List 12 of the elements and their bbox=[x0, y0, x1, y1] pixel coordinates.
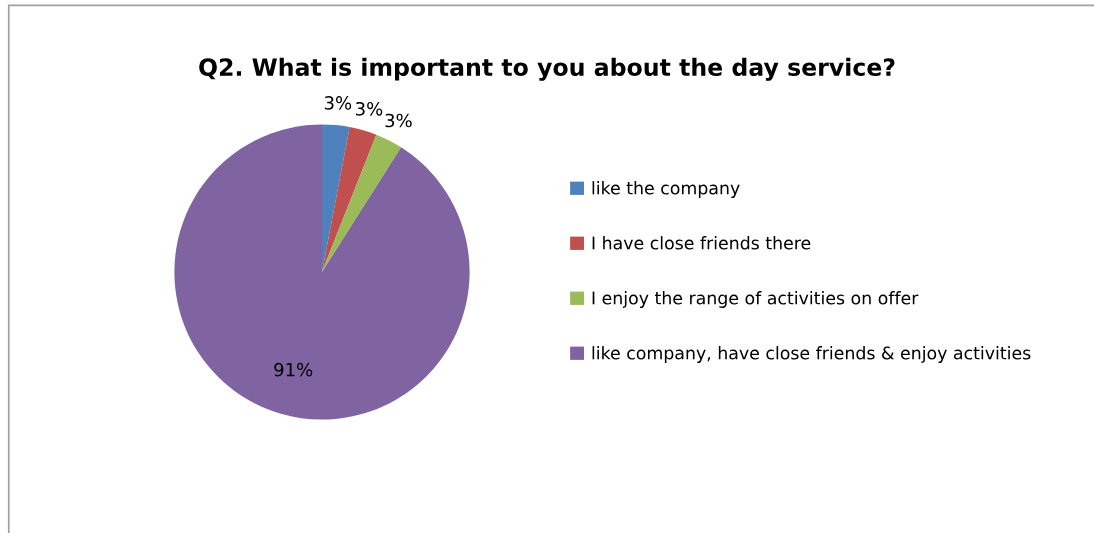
legend-label: I have close friends there bbox=[592, 236, 811, 250]
data-label: 91% bbox=[274, 362, 313, 377]
data-label: 3% bbox=[356, 101, 383, 116]
pie-slice bbox=[322, 124, 350, 272]
legend-label: I enjoy the range of activities on offer bbox=[592, 291, 919, 308]
pie-slice bbox=[322, 127, 377, 272]
legend-label: like the company bbox=[592, 181, 740, 198]
chart-title: Q2. What is important to you about the day service? bbox=[199, 57, 895, 81]
data-label: 3% bbox=[324, 96, 352, 110]
data-label: 3% bbox=[385, 113, 412, 128]
pie-slice bbox=[322, 134, 402, 272]
legend-label: like company, have close friends & enjoy activities bbox=[592, 346, 1031, 363]
